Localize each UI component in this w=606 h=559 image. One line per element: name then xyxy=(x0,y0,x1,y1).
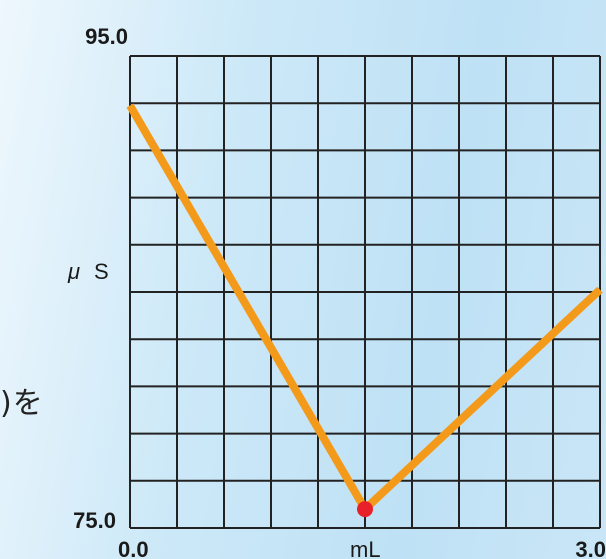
y-tick-label-75: 75.0 xyxy=(73,508,116,533)
x-tick-label-3: 3.0 xyxy=(575,537,606,559)
y-axis-unit-label: S xyxy=(94,259,109,284)
y-tick-label-95: 95.0 xyxy=(85,24,128,49)
y-axis-unit-symbol: μ xyxy=(67,259,80,284)
background-text-fragment: )を xyxy=(0,386,44,421)
x-tick-label-0: 0.0 xyxy=(118,537,149,559)
chart-series-group xyxy=(126,103,603,518)
equivalence-point-marker xyxy=(357,501,373,518)
x-axis-unit-label: mL xyxy=(350,537,381,559)
chart-axis-labels: 95.0 75.0 0.0 3.0 mL μ S xyxy=(67,24,606,559)
chart-grid xyxy=(129,55,601,529)
